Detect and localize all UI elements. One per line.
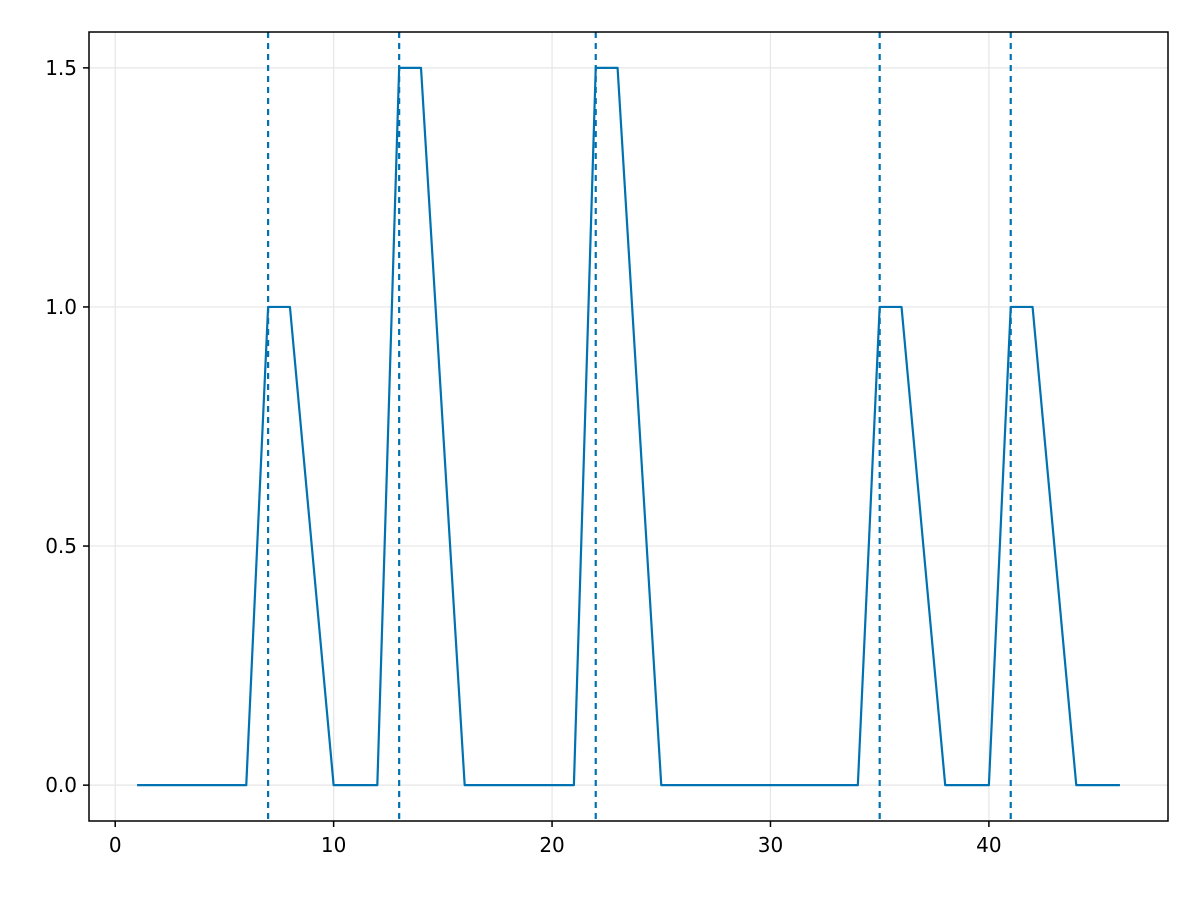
x-tick-label-0: 0 — [109, 833, 122, 857]
x-tick-label-1: 10 — [321, 833, 346, 857]
y-tick-label-1: 0.5 — [45, 534, 77, 558]
x-tick-label-2: 20 — [539, 833, 564, 857]
x-axis-ticks: 0 10 20 30 40 — [109, 821, 1002, 857]
y-tick-label-2: 1.0 — [45, 295, 77, 319]
x-tick-label-4: 40 — [976, 833, 1001, 857]
plot-frame — [88, 31, 1169, 822]
series-lines — [137, 66, 1120, 787]
y-tick-label-3: 1.5 — [45, 56, 77, 80]
y-tick-label-0: 0.0 — [45, 773, 77, 797]
series-line-0 — [137, 66, 1120, 787]
y-axis-ticks: 0.0 0.5 1.0 1.5 — [45, 56, 89, 797]
x-tick-label-3: 30 — [758, 833, 783, 857]
